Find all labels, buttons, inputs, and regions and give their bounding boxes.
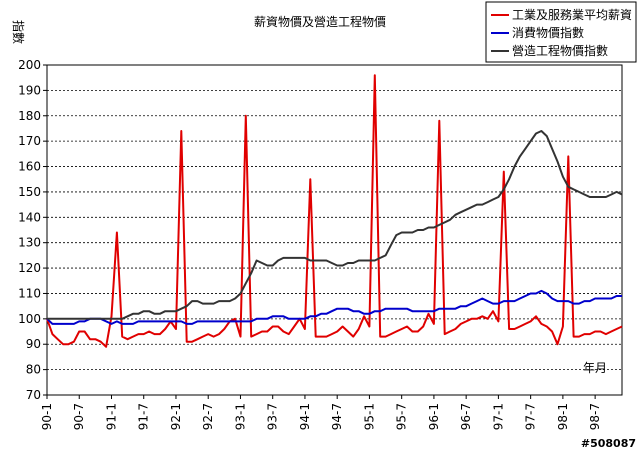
x-tick-label-90-7: 90-7 [72,403,86,430]
y-axis-ticks: 70 80 90 100 110 120 130 140 150 160 170 180 190 200 [18,58,47,402]
watermark: #508087 [581,437,636,450]
y-tick-label-200: 200 [18,58,41,72]
y-tick-label-170: 170 [18,134,41,148]
x-tick-label-92-1: 92-1 [169,403,183,430]
y-tick-label-160: 160 [18,160,41,174]
y-tick-label-130: 130 [18,236,41,250]
x-tick-label-91-7: 91-7 [137,403,151,430]
y-axis-label: 指數 [11,20,26,44]
y-tick-label-120: 120 [18,261,41,275]
series-line-1 [46,289,622,325]
y-tick-label-100: 100 [18,312,41,326]
y-tick-label-70: 70 [26,388,41,402]
y-tick-label-180: 180 [18,109,41,123]
x-tick-label-96-7: 96-7 [459,403,473,430]
y-tick-label-110: 110 [18,286,41,300]
chart-title: 薪資物價及營造工程物價 [254,14,386,29]
x-tick-label-90-1: 90-1 [40,403,54,430]
x-tick-label-97-1: 97-1 [491,403,505,430]
y-tick-label-90: 90 [26,337,41,351]
x-axis-ticks: 90-1 90-7 91-1 91-7 92-1 92-7 93-1 93-7 94-1 94-7… [40,395,602,430]
x-tick-label-98-1: 98-1 [556,403,570,430]
legend-label-construction: 營造工程物價指數 [512,43,608,58]
x-tick-label-95-7: 95-7 [395,403,409,430]
series-lines [46,74,623,348]
x-axis-label: 年月 [583,361,607,375]
x-tick-label-94-1: 94-1 [298,403,312,430]
y-tick-label-150: 150 [18,185,41,199]
x-tick-label-93-7: 93-7 [266,403,280,430]
x-tick-label-91-1: 91-1 [104,403,118,430]
x-tick-label-93-1: 93-1 [233,403,247,430]
x-tick-label-92-7: 92-7 [201,403,215,430]
x-tick-label-94-7: 94-7 [330,403,344,430]
series-line-2 [47,130,623,320]
plot-area [46,64,623,396]
legend-box [485,1,637,63]
x-tick-label-97-7: 97-7 [524,403,538,430]
series-line-0 [46,74,623,348]
legend: 工業及服務業平均薪資 消費物價指數 營造工程物價指數 [485,1,637,63]
x-tick-label-96-1: 96-1 [427,403,441,430]
y-tick-label-80: 80 [26,363,41,377]
legend-label-cpi: 消費物價指數 [512,25,584,40]
y-tick-label-190: 190 [18,83,41,97]
legend-label-wages: 工業及服務業平均薪資 [512,8,632,22]
y-tick-label-140: 140 [18,210,41,224]
x-tick-label-98-7: 98-7 [588,403,602,430]
x-tick-label-95-1: 95-1 [362,403,376,430]
